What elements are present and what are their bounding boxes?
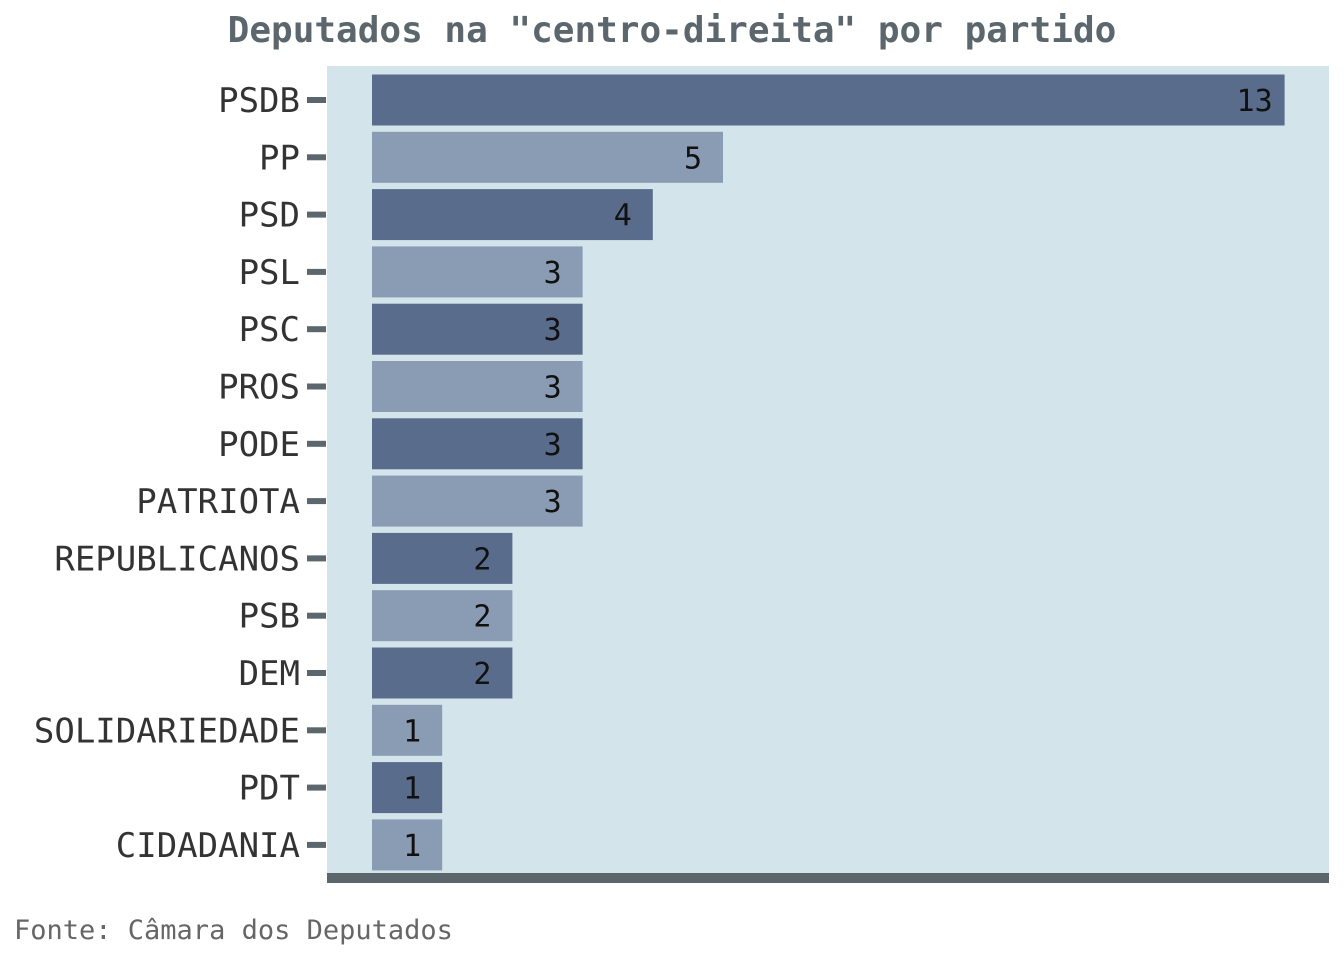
y-tick-mark (307, 268, 326, 275)
x-axis-line (327, 873, 1329, 883)
y-tick-label: PDT (239, 769, 300, 809)
y-tick-mark (307, 784, 326, 791)
chart-title: Deputados na "centro-direita" por partid… (228, 10, 1117, 51)
data-label: 3 (544, 428, 562, 463)
bar-psb (372, 590, 513, 642)
data-label: 3 (544, 371, 562, 406)
y-tick-mark (307, 97, 326, 103)
y-tick-label: PSDB (218, 81, 300, 121)
y-tick-mark (307, 440, 326, 447)
source-caption: Fonte: Câmara dos Deputados (14, 915, 453, 946)
y-tick-label: PODE (218, 425, 300, 465)
y-tick-label: PSD (239, 196, 300, 236)
bars-group (372, 74, 1285, 871)
bar-cidadania (372, 819, 443, 871)
bar-psdb (372, 74, 1285, 126)
data-label: 4 (614, 199, 632, 234)
y-tick-label: PSB (239, 597, 300, 637)
data-labels-group: 13 5 4 3 3 3 3 3 2 2 2 1 1 1 (403, 84, 1272, 864)
bar-psd (372, 189, 653, 241)
y-tick-mark (307, 211, 326, 218)
y-tick-label: PP (259, 138, 300, 178)
bar-pp (372, 131, 723, 183)
y-tick-mark (307, 498, 326, 505)
data-label: 2 (473, 600, 491, 635)
y-tick-mark (307, 555, 326, 562)
data-label: 3 (544, 485, 562, 520)
y-tick-label: PSL (239, 253, 300, 293)
data-label: 3 (544, 313, 562, 348)
bar-patriota (372, 475, 583, 527)
data-label: 1 (403, 772, 421, 807)
data-label: 1 (403, 714, 421, 749)
bar-pdt (372, 762, 443, 814)
y-tick-mark (307, 154, 326, 161)
bar-dem (372, 647, 513, 699)
data-label: 13 (1237, 84, 1273, 119)
y-tick-mark (307, 841, 326, 848)
bar-psl (372, 246, 583, 298)
y-axis: PSDB PP PSD PSL PSC PROS PODE PATRIOTA REPUBLICA… (34, 81, 326, 866)
y-tick-label: CIDADANIA (116, 826, 300, 866)
y-tick-label: REPUBLICANOS (54, 539, 300, 579)
y-tick-label: PSC (239, 310, 300, 350)
y-tick-mark (307, 612, 326, 619)
bar-pode (372, 418, 583, 470)
bar-solidariedade (372, 704, 443, 756)
y-tick-mark (307, 727, 326, 734)
data-label: 2 (473, 657, 491, 692)
y-tick-label: DEM (239, 654, 300, 694)
data-label: 3 (544, 256, 562, 291)
y-tick-label: PROS (218, 368, 300, 408)
y-tick-label: PATRIOTA (136, 482, 300, 522)
y-tick-mark (307, 383, 326, 390)
bar-pros (372, 361, 583, 412)
data-label: 2 (473, 542, 491, 577)
plot-background (327, 66, 1329, 873)
data-label: 5 (684, 141, 702, 176)
data-label: 1 (403, 829, 421, 864)
bar-psc (372, 303, 583, 355)
y-tick-label: SOLIDARIEDADE (34, 711, 300, 751)
y-tick-mark (307, 326, 326, 333)
bar-republicanos (372, 532, 513, 584)
y-tick-mark (307, 670, 326, 676)
